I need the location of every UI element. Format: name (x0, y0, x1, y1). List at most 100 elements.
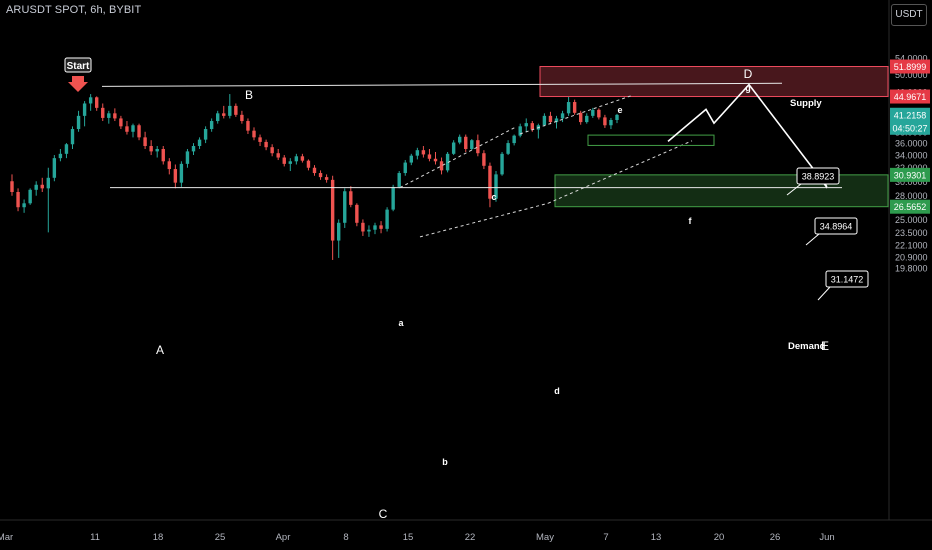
candle-body (524, 123, 528, 127)
candle-body (415, 150, 420, 156)
candle (270, 144, 274, 157)
price-tag-box (890, 59, 930, 74)
candle (101, 103, 105, 122)
candle-body (252, 130, 256, 138)
candle (16, 188, 20, 212)
candle-body (500, 153, 504, 175)
candle-body (125, 126, 129, 132)
wave-label-c: c (491, 192, 496, 202)
candle (361, 219, 365, 236)
wave-label-A: A (156, 343, 164, 357)
candle-body (173, 169, 178, 183)
projection-tag-value: 34.8964 (820, 222, 853, 232)
candle (185, 148, 190, 168)
candle-body (445, 153, 450, 171)
candle (560, 110, 565, 123)
candle (234, 103, 238, 117)
price-axis: 54.000050.000046.000042.000038.000036.00… (888, 0, 930, 520)
candle (494, 171, 498, 202)
candle-body (337, 222, 341, 241)
supply-label: Supply (790, 98, 822, 109)
candle (403, 160, 407, 176)
projection-tag-box (796, 167, 840, 185)
x-tick-label: 26 (770, 532, 781, 543)
wave-label-C: C (379, 507, 388, 521)
candle (300, 153, 305, 163)
candle (324, 174, 329, 183)
candle-body (264, 141, 268, 148)
candle-body (107, 113, 111, 118)
projection-tag-pointer (786, 183, 802, 196)
candle (173, 164, 178, 189)
x-tick-label: Apr (276, 532, 291, 543)
candle-body (439, 161, 444, 171)
candle-body (34, 184, 38, 190)
candle-body (113, 113, 117, 119)
candle (566, 96, 571, 116)
y-tick-label: 36.0000 (895, 139, 928, 149)
candle-body (464, 136, 468, 149)
start-label: Start (64, 57, 92, 92)
projection-tag: 31.1472 (817, 270, 869, 301)
price-tag-value: 30.9301 (894, 170, 927, 180)
candle (288, 158, 292, 172)
candle (228, 94, 232, 119)
price-tag-supply-top: 51.8999 (890, 59, 930, 74)
candle-body (95, 97, 99, 108)
candle (391, 184, 395, 212)
candle-body (343, 191, 347, 223)
candle-body (433, 158, 438, 162)
y-tick-label: 25.0000 (895, 215, 928, 225)
candle-body (542, 115, 547, 126)
y-tick-label: 50.0000 (895, 70, 928, 80)
time-axis: Mar 11 18 25 Apr 8 15 22 May 7 13 20 26 Jun (0, 519, 932, 543)
candle-body (409, 155, 413, 163)
candle-body (548, 115, 553, 123)
x-tick-label: 7 (603, 532, 608, 543)
price-tag-value: 41.2158 (894, 110, 927, 120)
candle-body (391, 186, 395, 210)
candle (373, 222, 377, 235)
x-tick-label: 13 (651, 532, 662, 543)
start-label-text: Start (67, 61, 90, 72)
wave-labels: Start A B C D Ea b c d e f g Supply Demand (64, 57, 829, 521)
candle-body (566, 102, 571, 114)
candle (155, 146, 159, 158)
candle-body (482, 153, 486, 166)
candle-body (16, 191, 20, 208)
candle (143, 131, 147, 149)
candle-body (240, 114, 244, 122)
candle (421, 146, 426, 158)
x-tick-label: 20 (714, 532, 725, 543)
candle (258, 134, 262, 147)
wave-label-e: e (617, 105, 622, 115)
candle (46, 167, 50, 233)
candle (427, 148, 432, 162)
candle-body (216, 113, 220, 122)
y-tick-label: 54.0000 (895, 54, 928, 64)
price-tag-last: 41.2158 (890, 107, 930, 122)
candle (330, 175, 335, 260)
candle (355, 203, 359, 227)
price-tag-box (890, 89, 930, 104)
candle-body (82, 103, 87, 116)
candle-body (300, 156, 305, 161)
candle (482, 150, 486, 170)
candle (512, 134, 516, 146)
candle-body (22, 203, 26, 208)
y-tick-label: 20.9000 (895, 252, 928, 262)
candle-body (143, 137, 147, 147)
candle (415, 147, 420, 160)
candle (367, 225, 371, 237)
candle (276, 148, 280, 161)
candle (179, 161, 184, 187)
currency-unit-button[interactable]: USDT (891, 4, 927, 26)
candle-body (185, 151, 190, 164)
candle-body (276, 153, 280, 158)
candle-body (203, 129, 208, 140)
candle-body (379, 225, 383, 229)
candle-body (282, 157, 286, 164)
projection-tag-value: 31.1472 (831, 275, 864, 285)
